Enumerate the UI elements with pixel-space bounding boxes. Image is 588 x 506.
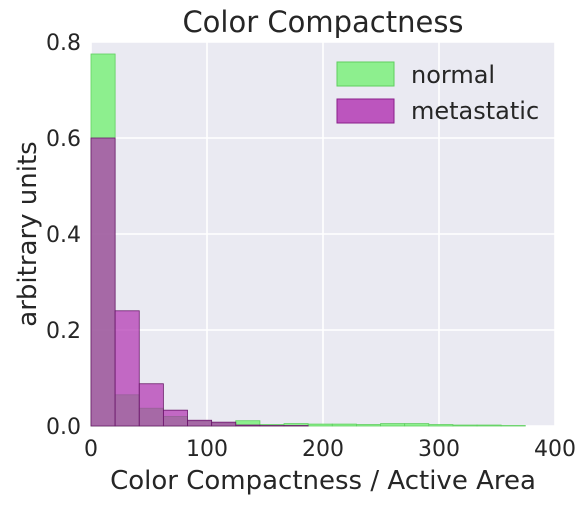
chart-title: Color Compactness (182, 5, 463, 39)
normal-bar (307, 423, 333, 427)
legend-label-normal: normal (411, 61, 495, 89)
x-tick-label: 400 (534, 437, 576, 462)
normal-bar (380, 423, 406, 427)
x-tick-label: 100 (186, 437, 228, 462)
x-axis-label: Color Compactness / Active Area (110, 466, 536, 496)
metastatic-bar (211, 421, 237, 427)
metastatic-bar (114, 310, 140, 427)
y-tick-label: 0.4 (46, 223, 81, 248)
normal-bar (356, 424, 381, 427)
metastatic-bar (162, 409, 188, 427)
x-tick-label: 0 (84, 437, 98, 462)
x-tick-label: 200 (302, 437, 344, 462)
metastatic-bar (138, 383, 164, 427)
metastatic-bar (235, 424, 261, 427)
y-tick-label: 0.2 (46, 319, 81, 344)
y-tick-label: 0.6 (46, 127, 81, 152)
normal-bar (476, 424, 502, 427)
x-tick-label: 300 (418, 437, 460, 462)
normal-bar (331, 423, 357, 427)
y-tick-label: 0.0 (46, 415, 81, 440)
metastatic-bar (187, 419, 213, 427)
y-axis-label: arbitrary units (13, 141, 43, 326)
metastatic-bar (90, 137, 116, 427)
y-tick-label: 0.8 (46, 31, 81, 56)
metastatic-series-bars (90, 137, 309, 427)
x-tick-labels: 0 100 200 300 400 (84, 437, 576, 462)
legend-label-metastatic: metastatic (411, 97, 539, 125)
normal-bar (452, 424, 478, 427)
normal-bar (404, 423, 430, 427)
y-tick-labels: 0.0 0.2 0.4 0.6 0.8 (46, 31, 81, 440)
normal-bar (428, 424, 454, 427)
legend: normal metastatic (336, 61, 539, 125)
legend-swatch-metastatic (336, 98, 395, 124)
legend-swatch-normal (336, 61, 395, 87)
